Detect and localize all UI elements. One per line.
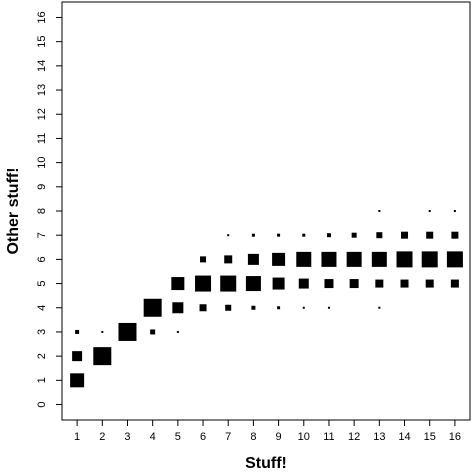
x-tick-label: 1: [74, 431, 80, 443]
point: [251, 305, 256, 310]
point: [349, 279, 359, 289]
plot-frame: [61, 1, 471, 421]
y-tick-label: 2: [36, 353, 48, 359]
point: [378, 210, 381, 212]
y-tick-label: 7: [36, 232, 48, 238]
x-axis-title: Stuff!: [245, 455, 287, 472]
point: [247, 253, 259, 265]
point: [251, 233, 255, 237]
point: [277, 306, 281, 310]
point: [400, 279, 409, 288]
point: [396, 251, 413, 268]
x-tick-label: 9: [276, 431, 282, 443]
point: [224, 255, 233, 264]
y-tick-label: 3: [36, 329, 48, 335]
y-tick-label: 9: [36, 184, 48, 190]
y-tick-label: 8: [36, 208, 48, 214]
point: [453, 210, 456, 212]
point: [401, 231, 409, 239]
point: [378, 306, 381, 309]
y-tick-label: 6: [36, 256, 48, 262]
y-tick-label: 0: [36, 401, 48, 407]
point: [70, 373, 85, 388]
y-tick-label: 11: [36, 133, 48, 144]
point: [375, 279, 384, 288]
point: [327, 306, 330, 309]
point: [220, 275, 237, 292]
y-tick-label: 13: [36, 84, 48, 96]
point: [200, 256, 207, 263]
point: [346, 251, 362, 267]
x-tick-label: 7: [225, 431, 231, 443]
y-tick-label: 14: [36, 60, 48, 72]
point: [446, 251, 463, 268]
point: [296, 251, 312, 267]
point: [302, 233, 306, 237]
point: [371, 251, 387, 267]
point: [351, 232, 357, 238]
x-tick-label: 14: [398, 431, 410, 443]
point: [376, 232, 383, 239]
x-tick-label: 6: [200, 431, 206, 443]
y-tick-label: 16: [36, 11, 48, 23]
x-tick-label: 4: [150, 431, 156, 443]
point: [75, 329, 80, 334]
point: [101, 330, 104, 333]
x-tick-label: 2: [99, 431, 105, 443]
point: [171, 277, 185, 291]
x-tick-label: 16: [449, 431, 461, 443]
point: [450, 279, 459, 288]
point: [298, 278, 309, 289]
y-tick-label: 1: [36, 377, 48, 383]
y-axis-title: Other stuff!: [5, 167, 22, 254]
x-tick-label: 15: [424, 431, 436, 443]
x-tick-label: 5: [175, 431, 181, 443]
point: [227, 234, 230, 237]
point: [302, 306, 305, 309]
point: [277, 233, 281, 237]
point: [195, 275, 212, 292]
x-tick-label: 12: [348, 431, 360, 443]
point: [176, 330, 179, 333]
point: [245, 276, 261, 292]
point: [272, 277, 285, 290]
x-tick-label: 8: [250, 431, 256, 443]
point: [321, 251, 337, 267]
x-tick-label: 13: [373, 431, 385, 443]
point: [428, 210, 431, 212]
point: [326, 233, 331, 238]
y-tick-label: 12: [36, 108, 48, 120]
point: [118, 322, 137, 341]
point: [451, 231, 459, 239]
y-tick-label: 4: [36, 305, 48, 311]
y-tick-label: 15: [36, 36, 48, 48]
point: [150, 329, 156, 335]
y-tick-label: 5: [36, 281, 48, 287]
point: [172, 302, 184, 314]
point: [426, 231, 434, 239]
point: [421, 251, 438, 268]
point: [199, 304, 207, 312]
point: [225, 304, 232, 311]
point: [143, 298, 162, 317]
point: [425, 279, 434, 288]
point: [272, 252, 286, 266]
point: [324, 279, 334, 289]
y-tick-label: 10: [36, 156, 48, 168]
x-tick-label: 11: [323, 431, 334, 443]
x-tick-label: 10: [298, 431, 310, 443]
x-tick-label: 3: [124, 431, 130, 443]
point: [93, 347, 112, 366]
point: [72, 351, 83, 362]
